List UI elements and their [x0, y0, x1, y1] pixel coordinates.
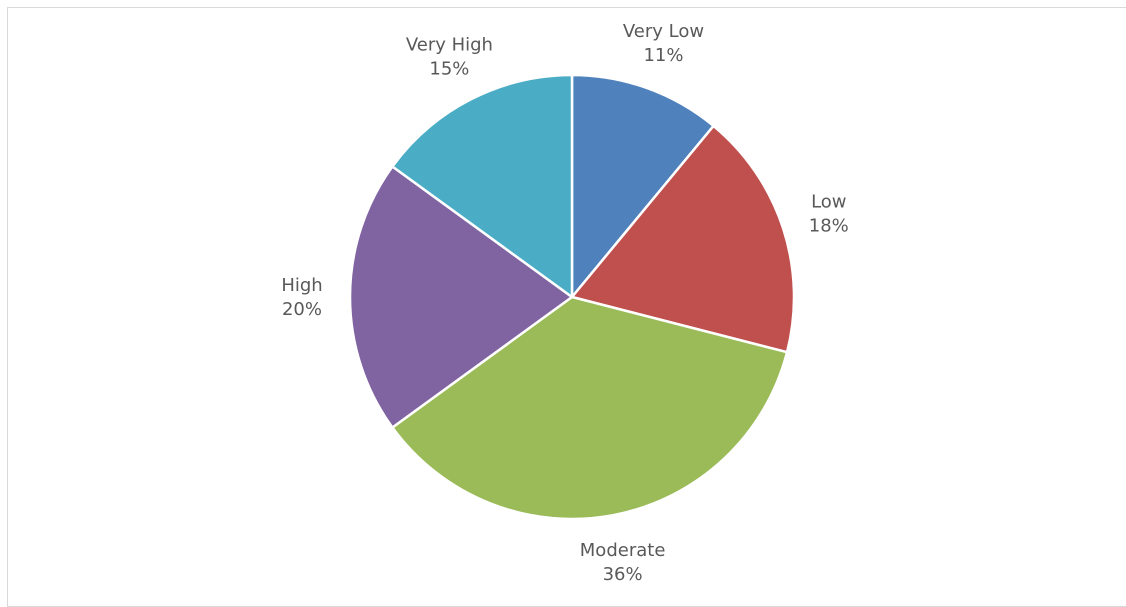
pie-chart: Very Low 11% Low 18% Moderate 36% High 20% Very …: [281, 21, 848, 582]
pie-slice-high: [348, 165, 574, 429]
slice-label-high: High: [281, 275, 322, 296]
slice-percent-high: 20%: [282, 299, 322, 320]
slice-percent-low: 18%: [809, 216, 849, 237]
pie-slice-very-low: [570, 73, 715, 299]
pie-slices: [348, 73, 796, 521]
pie-slice-low: [570, 124, 796, 354]
slice-percent-very-low: 11%: [643, 45, 683, 66]
slice-label-moderate: Moderate: [580, 540, 666, 561]
slice-label-very-low: Very Low: [623, 21, 704, 42]
slice-label-very-high: Very High: [406, 34, 493, 55]
pie-slice-moderate: [391, 295, 789, 521]
slice-label-low: Low: [811, 192, 846, 213]
pie-slice-very-high: [391, 73, 574, 299]
slice-percent-moderate: 36%: [603, 564, 643, 582]
slice-percent-very-high: 15%: [429, 58, 469, 79]
pie-data-labels: Very Low 11% Low 18% Moderate 36% High 20% Very …: [281, 21, 848, 582]
